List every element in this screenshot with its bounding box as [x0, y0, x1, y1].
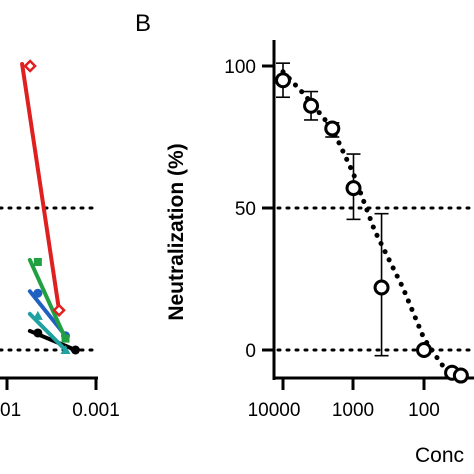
data-point [32, 310, 43, 320]
data-point [33, 257, 42, 266]
data-point [324, 120, 341, 137]
data-point [33, 328, 43, 338]
data-point [33, 288, 43, 298]
panel-a-x-tick-label: 01 [0, 400, 21, 421]
x-tick-label: 10000 [248, 400, 301, 421]
data-point [23, 59, 37, 73]
data-point [70, 345, 80, 355]
series-line [27, 311, 68, 352]
series-line [20, 62, 62, 313]
data-point [373, 279, 390, 296]
data-point [303, 97, 320, 114]
y-axis-title: Neutralization (%) [165, 143, 188, 320]
series-line [27, 257, 68, 341]
y-tick-label: 0 [245, 341, 256, 362]
panel-a-x-tick-label: 0.001 [72, 400, 120, 421]
data-point [60, 345, 71, 354]
data-point [345, 180, 362, 197]
x-tick-label: 1000 [332, 400, 374, 421]
panel-b: B Neutralization (%) 100 50 0 10000 1000… [135, 10, 474, 467]
y-tick-label: 100 [224, 57, 256, 78]
data-point [416, 342, 432, 358]
panel-letter: B [135, 10, 151, 37]
data-point [61, 334, 70, 343]
y-tick-label: 50 [235, 199, 256, 220]
data-point [275, 72, 291, 89]
x-axis-title: Conc [415, 444, 464, 467]
x-tick-label: 100 [408, 400, 440, 421]
data-point [52, 303, 66, 318]
fit-curve [280, 69, 455, 381]
data-point [452, 367, 469, 384]
panel-a: 01 0.001 [0, 59, 120, 421]
